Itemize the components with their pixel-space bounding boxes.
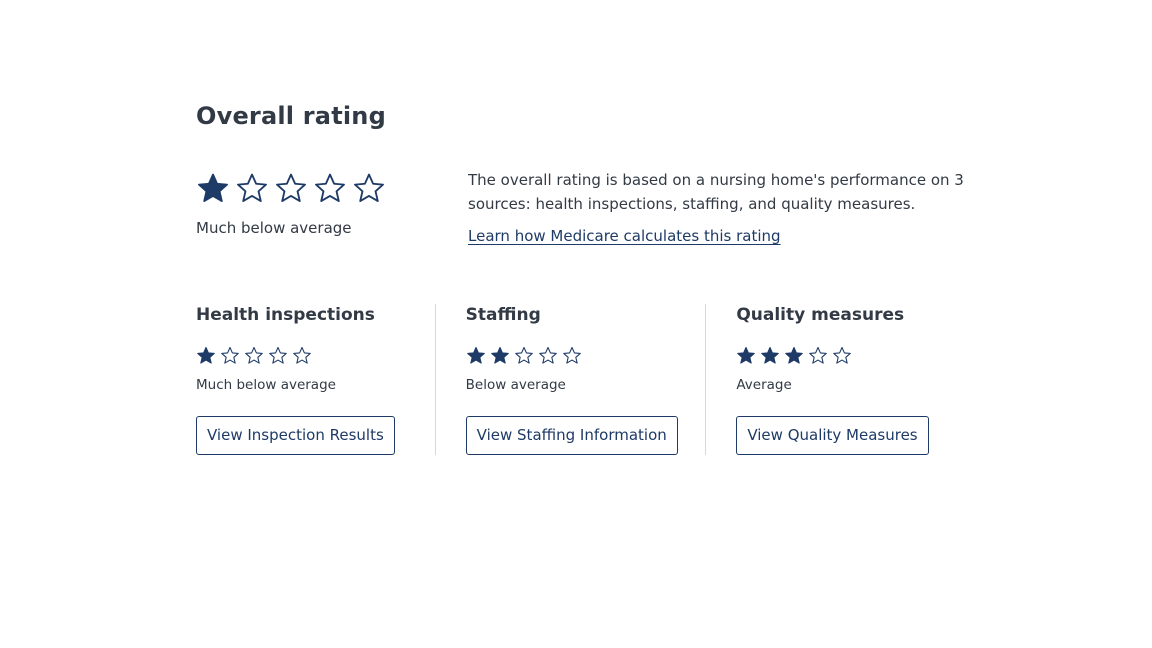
- star-outline-icon: [833, 346, 852, 364]
- quality-measures-rating-label: Average: [736, 377, 792, 393]
- star-filled-icon: [466, 346, 485, 364]
- overall-rating-summary: Much below average: [196, 168, 468, 246]
- star-outline-icon: [315, 173, 345, 202]
- star-filled-icon: [761, 346, 780, 364]
- quality-measures-title: Quality measures: [736, 305, 905, 325]
- star-outline-icon: [538, 346, 557, 364]
- star-outline-icon: [237, 173, 267, 202]
- health-inspections-rating-label: Much below average: [196, 377, 336, 393]
- health-inspections-title: Health inspections: [196, 305, 375, 325]
- overall-rating-label: Much below average: [196, 219, 352, 237]
- star-outline-icon: [221, 346, 239, 364]
- star-filled-icon: [198, 173, 228, 202]
- health-inspections-star-rating: [196, 344, 435, 368]
- star-outline-icon: [514, 346, 533, 364]
- star-outline-icon: [562, 346, 581, 364]
- staffing-card: Staffing Below average View Staffing Inf…: [434, 304, 706, 455]
- star-outline-icon: [269, 346, 287, 364]
- category-ratings: Health inspections Much below average Vi…: [196, 304, 976, 455]
- star-outline-icon: [354, 173, 384, 202]
- star-outline-icon: [293, 346, 311, 364]
- staffing-rating-label: Below average: [465, 377, 566, 393]
- view-quality-measures-button[interactable]: View Quality Measures: [736, 416, 929, 455]
- star-filled-icon: [197, 346, 215, 364]
- quality-measures-card: Quality measures Average View Quality Me…: [705, 304, 976, 455]
- star-outline-icon: [245, 346, 263, 364]
- star-filled-icon: [785, 346, 804, 364]
- rating-section: Overall rating Much below average The ov…: [196, 100, 976, 455]
- overall-rating-description-block: The overall rating is based on a nursing…: [468, 168, 968, 246]
- overall-star-rating: [196, 171, 468, 207]
- view-staffing-information-button[interactable]: View Staffing Information: [465, 416, 678, 455]
- overall-rating-title: Overall rating: [196, 102, 386, 130]
- star-filled-icon: [737, 346, 756, 364]
- staffing-star-rating: [466, 344, 706, 368]
- health-inspections-card: Health inspections Much below average Vi…: [196, 304, 435, 455]
- overall-rating-block: Much below average The overall rating is…: [196, 168, 976, 246]
- view-inspection-results-button[interactable]: View Inspection Results: [196, 416, 395, 455]
- quality-measures-star-rating: [736, 344, 976, 368]
- star-outline-icon: [809, 346, 828, 364]
- staffing-title: Staffing: [465, 305, 541, 325]
- star-outline-icon: [276, 173, 306, 202]
- star-filled-icon: [490, 346, 509, 364]
- overall-rating-description: The overall rating is based on a nursing…: [468, 171, 964, 213]
- learn-how-rating-link[interactable]: Learn how Medicare calculates this ratin…: [468, 227, 781, 245]
